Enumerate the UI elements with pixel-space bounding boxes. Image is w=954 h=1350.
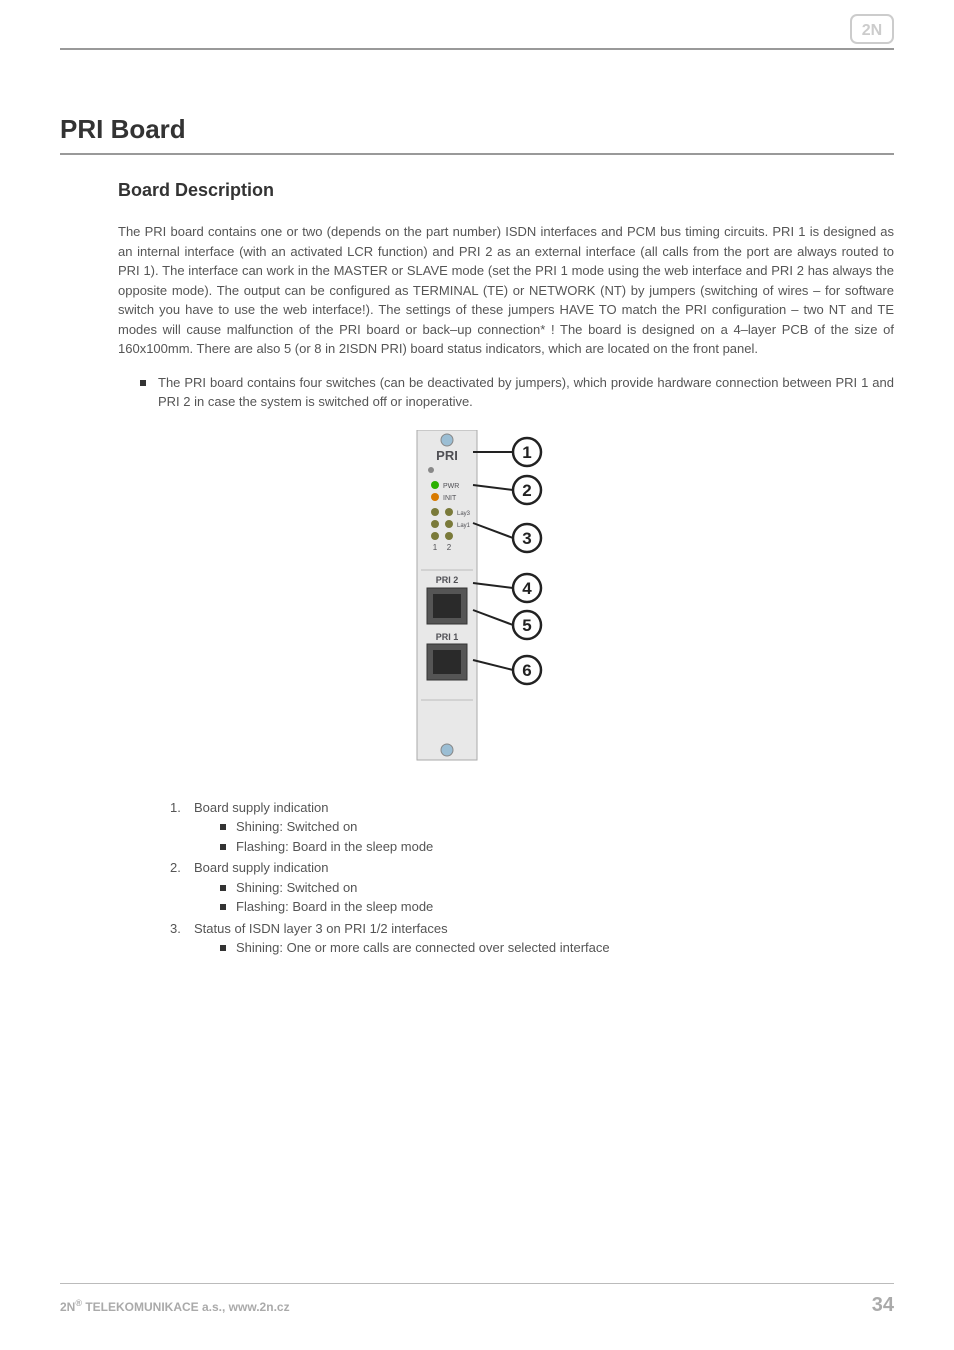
svg-text:2: 2 <box>522 481 531 500</box>
indicator-subitem: Flashing: Board in the sleep mode <box>220 897 894 917</box>
footer-company: 2N® TELEKOMUNIKACE a.s., www.2n.cz <box>60 1297 290 1316</box>
note-list: The PRI board contains four switches (ca… <box>140 373 894 412</box>
indicator-subitem: Flashing: Board in the sleep mode <box>220 837 894 857</box>
indicator-subitem: Shining: Switched on <box>220 817 894 837</box>
svg-text:2: 2 <box>447 543 452 552</box>
svg-text:PRI: PRI <box>436 448 458 463</box>
header-divider <box>60 48 894 50</box>
page-footer: 2N® TELEKOMUNIKACE a.s., www.2n.cz 34 <box>60 1283 894 1320</box>
indicator-subitem: Shining: One or more calls are connected… <box>220 938 894 958</box>
svg-text:PRI 1: PRI 1 <box>436 632 459 642</box>
indicator-subitem: Shining: Switched on <box>220 878 894 898</box>
svg-text:6: 6 <box>522 661 531 680</box>
brand-logo: 2N <box>850 14 894 44</box>
page-title: PRI Board <box>60 110 894 155</box>
page-number: 34 <box>872 1290 894 1320</box>
svg-text:PWR: PWR <box>443 483 459 490</box>
svg-text:PRI 2: PRI 2 <box>436 575 459 585</box>
svg-text:4: 4 <box>522 579 532 598</box>
indicator-item: Board supply indicationShining: Switched… <box>170 798 894 857</box>
svg-text:1: 1 <box>433 543 438 552</box>
indicators-list: Board supply indicationShining: Switched… <box>170 798 894 958</box>
svg-text:INIT: INIT <box>443 495 457 502</box>
description-paragraph: The PRI board contains one or two (depen… <box>118 222 894 359</box>
svg-text:5: 5 <box>522 616 531 635</box>
section-heading: Board Description <box>118 177 894 204</box>
indicator-item: Board supply indicationShining: Switched… <box>170 858 894 917</box>
note-item: The PRI board contains four switches (ca… <box>140 373 894 412</box>
pri-board-diagram: PRIPWRINITLay3Lay112PRI 2PRI 1123456 <box>60 430 894 770</box>
svg-text:1: 1 <box>522 443 531 462</box>
svg-text:3: 3 <box>522 529 531 548</box>
logo-text: 2N <box>862 22 882 39</box>
svg-text:Lay1: Lay1 <box>457 523 471 529</box>
svg-text:Lay3: Lay3 <box>457 511 471 517</box>
indicator-item: Status of ISDN layer 3 on PRI 1/2 interf… <box>170 919 894 958</box>
